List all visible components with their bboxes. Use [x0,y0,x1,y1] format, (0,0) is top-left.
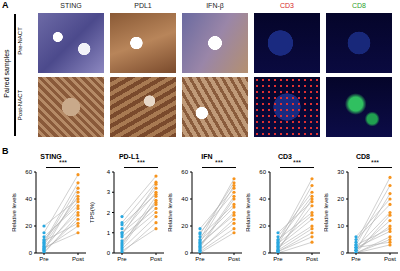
svg-text:Post: Post [72,256,84,262]
html-text:STING: STING [60,2,82,9]
svg-text:0: 0 [263,250,267,256]
html-text:CD3: CD3 [280,2,294,9]
html-text:CD8: CD8 [356,153,370,160]
svg-text:Pre: Pre [117,256,127,262]
html-text:IFN: IFN [201,153,213,160]
svg-text:20: 20 [181,223,188,229]
svg-text:20: 20 [259,223,266,229]
html-text:Post-NACT: Post-NACT [17,89,23,121]
svg-text:Post: Post [228,256,240,262]
svg-text:1: 1 [107,230,111,236]
html-text:CD8: CD8 [352,2,366,9]
svg-text:Relative levels: Relative levels [246,193,251,232]
html-text:A: A [2,0,9,10]
svg-text:Pre: Pre [351,256,361,262]
svg-text:2: 2 [107,210,111,216]
svg-text:0: 0 [29,250,33,256]
svg-text:Pre: Pre [39,256,49,262]
svg-text:60: 60 [25,169,32,175]
svg-text:0: 0 [185,250,189,256]
svg-text:40: 40 [25,196,32,202]
html-text:B: B [2,146,9,156]
svg-text:Relative levels: Relative levels [12,193,17,232]
svg-text:30: 30 [337,169,344,175]
svg-text:Relative levels: Relative levels [168,193,173,232]
svg-text:20: 20 [337,196,344,202]
svg-text:10: 10 [337,223,344,229]
svg-text:Relative levels: Relative levels [324,193,329,232]
svg-text:Post: Post [384,256,392,262]
svg-text:60: 60 [259,169,266,175]
svg-text:Pre: Pre [273,256,283,262]
html-text:PD-L1: PD-L1 [118,153,140,160]
svg-text:Post: Post [306,256,318,262]
html-text:PDL1: PDL1 [134,2,152,9]
html-text:CD3: CD3 [278,153,292,160]
svg-text:0: 0 [107,250,111,256]
svg-text:20: 20 [25,223,32,229]
svg-text:TPS(%): TPS(%) [90,202,95,223]
svg-text:Pre: Pre [195,256,205,262]
svg-text:60: 60 [181,169,188,175]
svg-text:3: 3 [107,189,111,195]
html-text:STING: STING [40,153,62,160]
svg-text:4: 4 [107,169,111,175]
svg-text:0: 0 [341,250,345,256]
html-text:Pre-NACT: Pre-NACT [17,27,23,55]
html-text:Paired samples: Paired samples [2,49,10,98]
html-text:IFN-β: IFN-β [206,2,224,9]
svg-text:40: 40 [181,196,188,202]
svg-text:40: 40 [259,196,266,202]
svg-text:Post: Post [150,256,162,262]
